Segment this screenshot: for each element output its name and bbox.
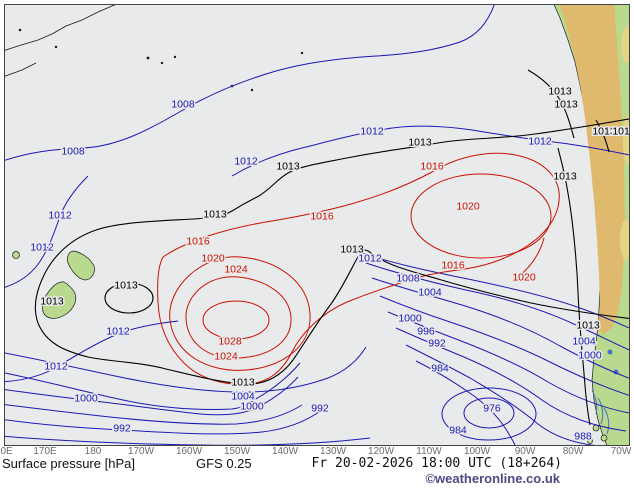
isobar-label-1000: 1000 [240,401,264,413]
isobar-label-1013: 1013 [203,209,227,221]
product-title: Surface pressure [hPa] [2,456,135,471]
isobar-label-1008: 1008 [171,99,195,111]
lon-label-70W: 70W [610,446,632,457]
lon-label-160W: 160W [175,446,203,457]
isobar-label-1000: 1000 [578,350,602,362]
copyright-notice: ©weatheronline.co.uk [425,471,560,486]
lon-label-170W: 170W [127,446,155,457]
footer: Surface pressure [hPa] GFS 0.25 Fr 20-02… [0,456,634,471]
isobar-label-1013: 1013 [576,320,600,332]
isobar-label-1013: 1013 [408,137,432,149]
isobar-label-1012: 1012 [360,126,384,138]
isobar-label-976: 976 [483,403,501,415]
isobar-label-1013: 1013 [114,280,138,292]
lon-label-150W: 150W [223,446,251,457]
isobar-label-1013: 1013 [592,126,616,138]
isobar-label-1013: 1013 [548,86,572,98]
isobar-label-1012: 1012 [234,156,258,168]
isobar-label-1004: 1004 [231,391,255,403]
lon-label-90W: 90W [514,446,536,457]
isobar-label-992: 992 [428,338,446,350]
isobar-label-984: 984 [449,425,467,437]
isobar-label-1020: 1020 [512,272,536,284]
isobar-label-1012: 1012 [30,242,54,254]
isobar-label-1000: 1000 [398,313,422,325]
model-name: GFS 0.25 [196,456,252,471]
isobar-label-1016: 1016 [420,161,444,173]
isobar-label-992: 992 [113,423,131,435]
isobar-label-1016: 1016 [441,260,465,272]
sea-background [5,5,629,445]
isobar-label-1012: 1012 [106,326,130,338]
isobar-label-988: 988 [574,431,592,443]
isobar-label-1024: 1024 [214,351,238,363]
isobars-high [157,152,560,385]
south-america-land [553,5,629,445]
isobars-mean [34,69,629,426]
lon-label-80W: 80W [562,446,584,457]
isobar-label-layer: 1013101310131013101310131013101310131013… [29,84,634,444]
lon-label-100W: 100W [463,446,491,457]
lon-label-140W: 140W [271,446,299,457]
valid-datetime: Fr 20-02-2026 18:00 UTC (18+264) [311,456,562,471]
lon-label-130W: 130W [319,446,347,457]
coastline-top-left [5,5,304,92]
isobar-label-1008: 1008 [61,146,85,158]
isobar-label-1020: 1020 [456,201,480,213]
isobar-label-1024: 1024 [224,264,248,276]
lon-label-120W: 120W [367,446,395,457]
isobar-label-1012: 1012 [358,253,382,265]
isobar-label-1004: 1004 [418,287,442,299]
new-zealand-land [12,250,95,319]
isobar-label-1008: 1008 [396,273,420,285]
isobar-label-1004: 1004 [572,336,596,348]
isobar-label-1013: 1013 [231,377,255,389]
isobar-label-1016: 1016 [310,211,334,223]
isobar-label-1013: 1013 [340,244,364,256]
isobar-label-1013: 1013 [554,99,578,111]
lon-label-160E: 160E [0,446,13,457]
lon-label-170E: 170E [33,446,57,457]
isobar-label-996: 996 [417,326,435,338]
isobar-label-1013: 1013 [276,161,300,173]
isobar-label-1012: 1012 [48,210,72,222]
longitude-axis: 160E 170E 180 170W 160W 150W 140W 130W 120W 110W 1… [0,446,634,457]
isobar-label-1016: 1016 [186,236,210,248]
andes-terrain [559,5,625,334]
isobars-low [5,5,629,445]
isobar-label-1028: 1028 [218,336,242,348]
isobar-label-1013: 1013 [612,126,634,138]
lon-label-110W: 110W [416,446,442,457]
isobar-label-992: 992 [311,403,329,415]
isobar-label-1000: 1000 [74,393,98,405]
isobar-label-1013: 1013 [553,171,577,183]
isobar-label-1012: 1012 [528,136,552,148]
pressure-map: 1013101310131013101310131013101310131013… [4,4,634,446]
isobar-label-1012: 1012 [44,361,68,373]
lon-label-180: 180 [84,446,102,457]
isobar-label-1013: 1013 [40,296,64,308]
map-frame [4,4,630,446]
isobar-label-984: 984 [431,363,449,375]
isobar-label-1020: 1020 [201,253,225,265]
